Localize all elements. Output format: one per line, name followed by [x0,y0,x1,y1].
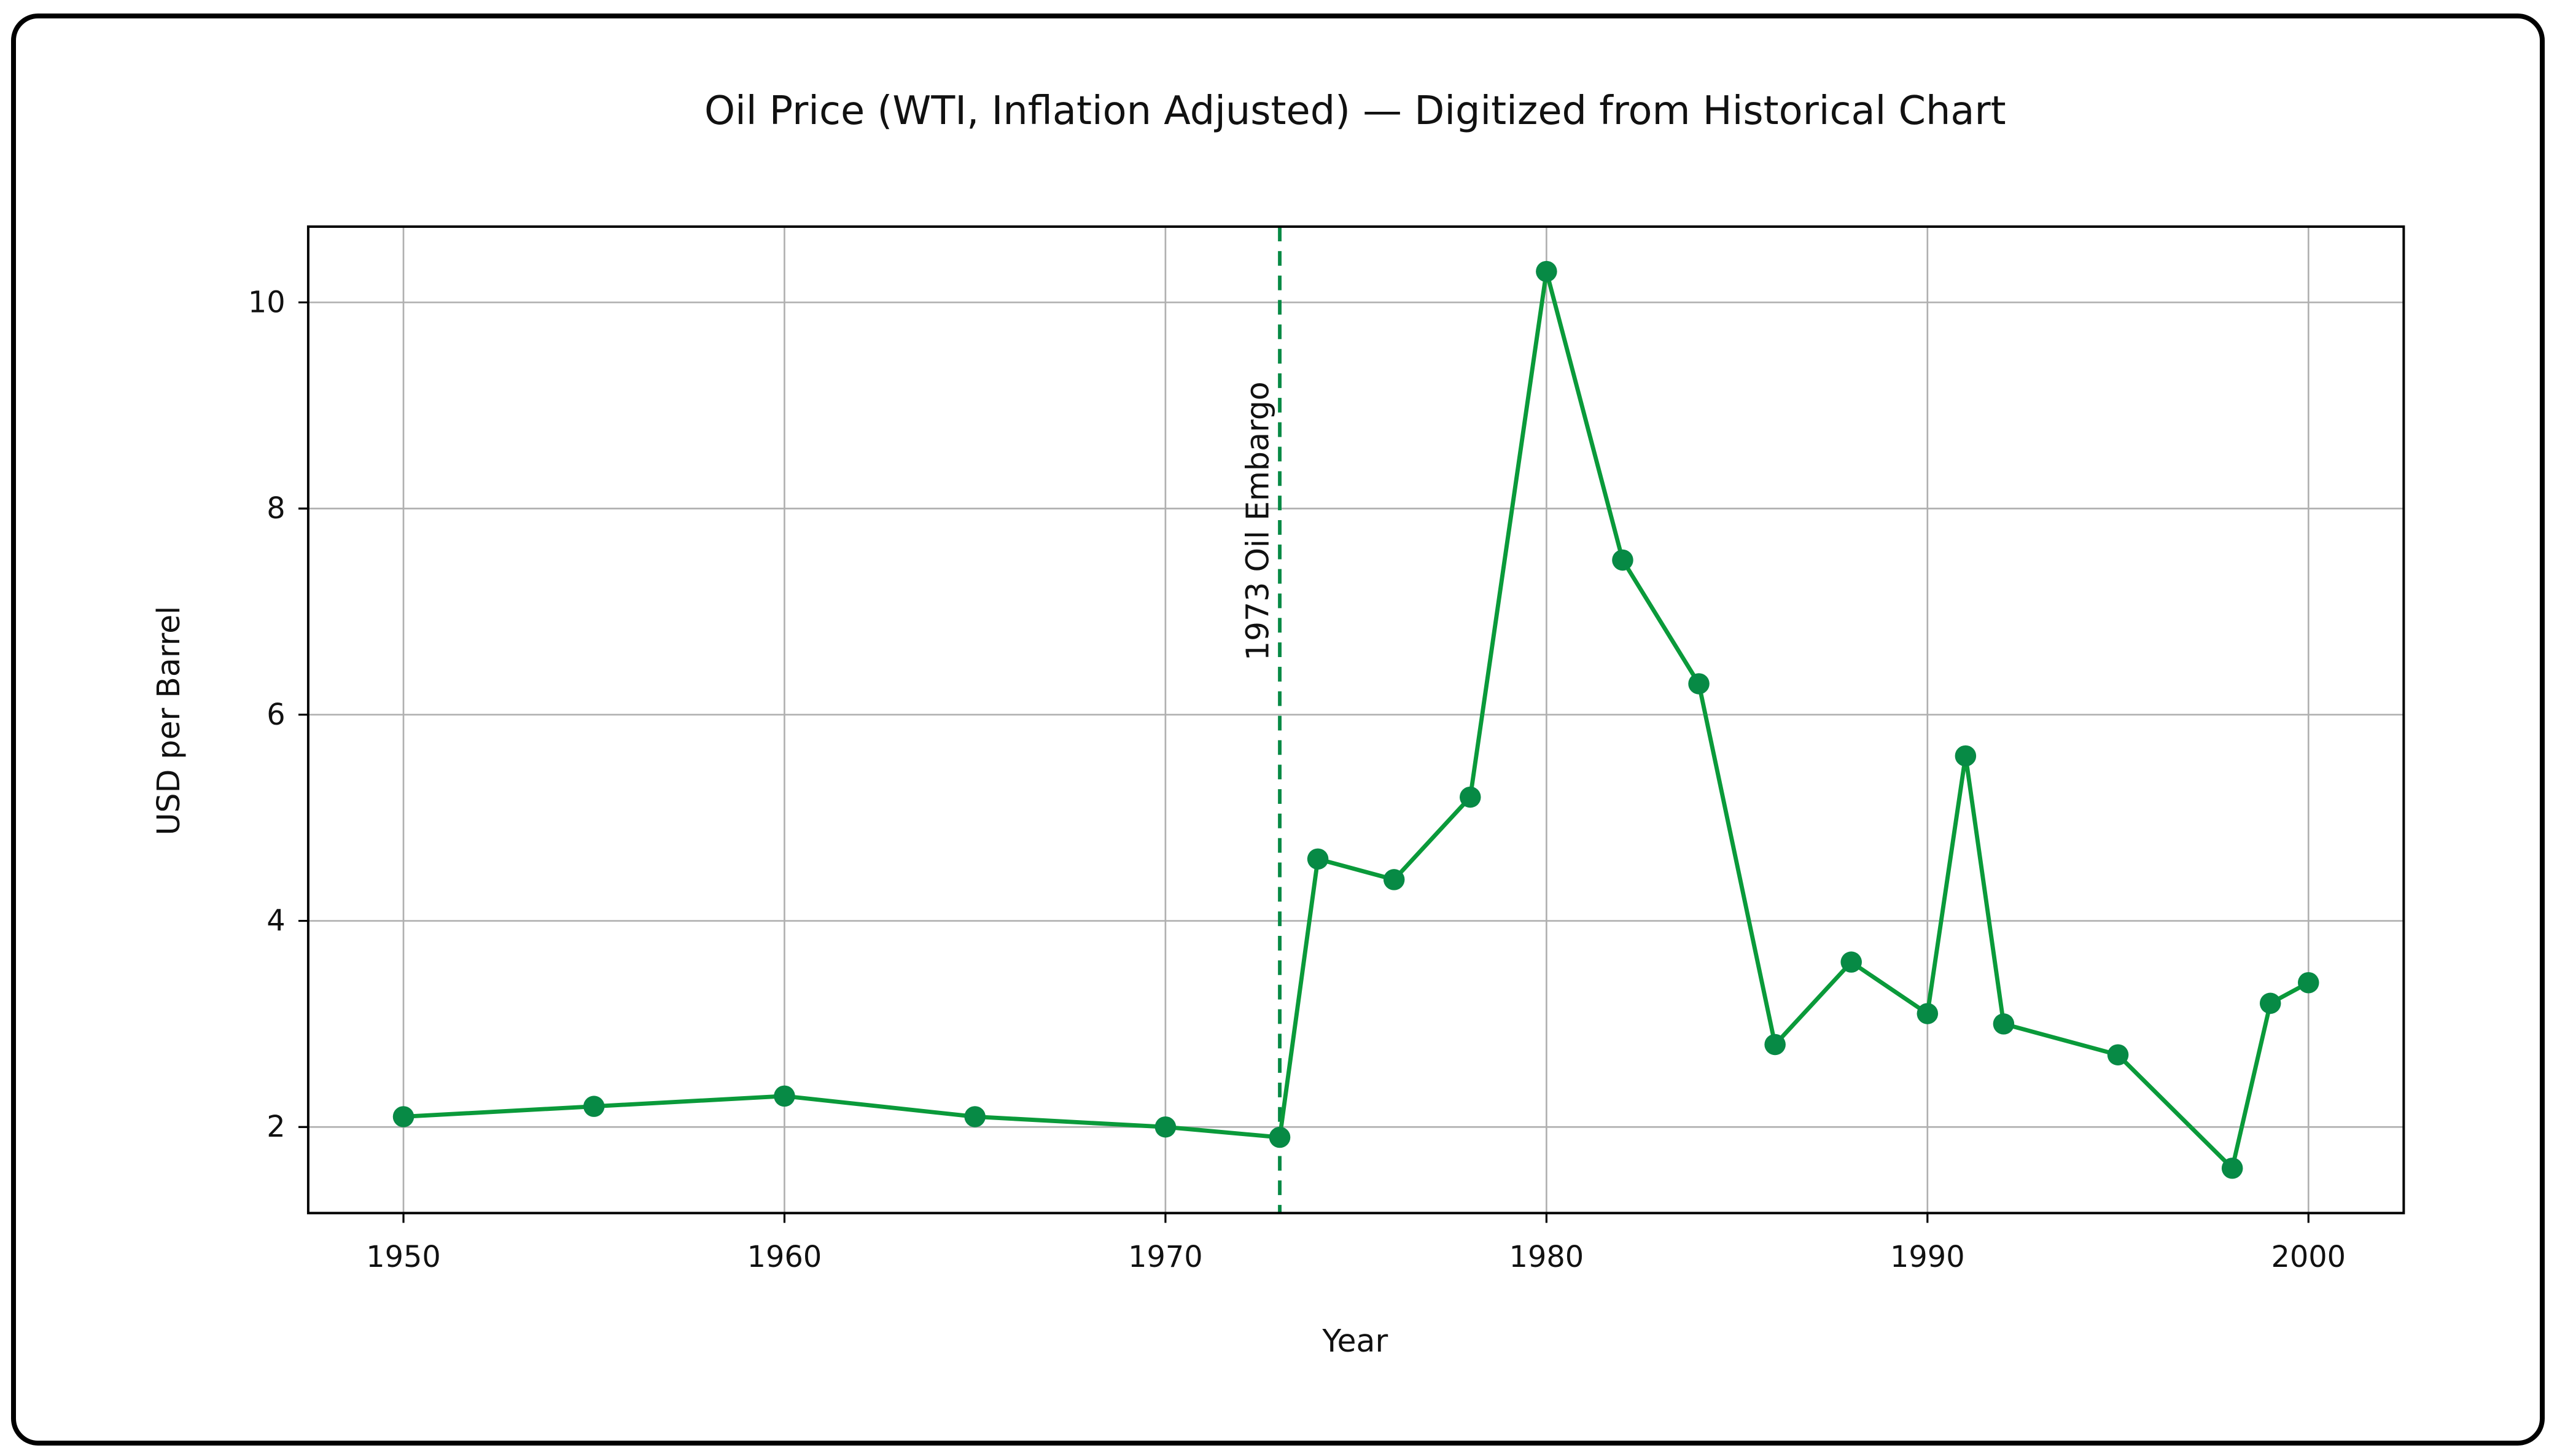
series-line [403,269,2310,1170]
data-point [1688,673,1710,695]
data-point [1154,1116,1177,1138]
data-point [1460,786,1481,808]
data-point [2107,1044,2129,1065]
data-point [1955,745,1977,767]
axes-frame [306,225,2405,1215]
data-point [583,1096,605,1117]
data-point [774,1085,795,1107]
embargo-label: 1973 Oil Embargo [1239,381,1275,661]
data-point [1917,1003,1939,1024]
data-point [2221,1158,2243,1179]
data-point [1612,549,1633,571]
x-tick-label: 1950 [366,1240,441,1274]
data-point [964,1106,986,1127]
data-point [1764,1034,1786,1056]
x-tick-label: 1970 [1128,1240,1203,1274]
data-point [1536,260,1557,282]
data-point [1269,1126,1291,1148]
x-axis-label: Year [1321,1323,1388,1359]
y-tick-label: 6 [267,698,285,732]
annotations: 1973 Oil Embargo [1239,227,1282,1213]
x-tick-label: 1990 [1890,1240,1965,1274]
x-tick-label: 1980 [1509,1240,1584,1274]
data-point [2297,971,2319,994]
data-point [392,1106,414,1127]
y-tick-label: 4 [267,904,285,938]
x-tick-label: 1960 [747,1240,822,1274]
chart-frame [11,14,2545,1446]
ticks: 1950 1960 1970 1980 1990 2000 2 4 6 8 10 [248,286,2346,1274]
data-point [1840,951,1862,973]
y-axis-label: USD per Barrel [150,606,187,836]
y-tick-label: 10 [248,286,286,319]
y-tick-label: 8 [267,492,285,526]
data-point [1993,1013,2015,1035]
data-point [1307,848,1329,870]
series [392,260,2319,1179]
x-tick-label: 2000 [2271,1240,2346,1274]
y-tick-label: 2 [267,1110,285,1144]
data-point [1383,869,1405,890]
grid [308,227,2404,1213]
chart-title: Oil Price (WTI, Inflation Adjusted) — Di… [704,88,2006,134]
data-point [2259,992,2281,1014]
